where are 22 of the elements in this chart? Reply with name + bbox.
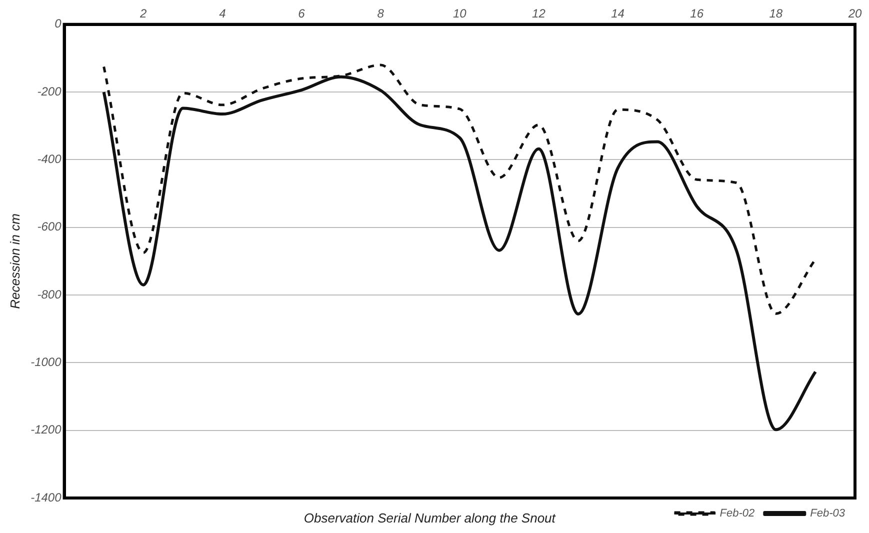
x-tick-label: 18 bbox=[769, 6, 783, 21]
x-tick-label: 10 bbox=[452, 6, 467, 21]
legend-label: Feb-03 bbox=[810, 508, 846, 520]
y-tick-label: -1200 bbox=[30, 422, 62, 437]
x-axis-title: Observation Serial Number along the Snout bbox=[304, 510, 557, 526]
x-tick-label: 20 bbox=[847, 6, 862, 21]
y-tick-label: -800 bbox=[37, 287, 62, 302]
x-tick-label: 8 bbox=[377, 6, 384, 21]
x-tick-label: 16 bbox=[690, 6, 704, 21]
x-tick-label: 2 bbox=[139, 6, 148, 21]
y-tick-label: 0 bbox=[54, 16, 62, 31]
x-tick-label: 12 bbox=[532, 6, 546, 21]
y-tick-label: -200 bbox=[37, 84, 62, 98]
y-tick-label: -600 bbox=[37, 220, 62, 234]
legend-label: Feb-02 bbox=[720, 508, 755, 520]
x-tick-label: 6 bbox=[298, 6, 306, 21]
y-tick-label: -400 bbox=[37, 152, 62, 166]
x-tick-label: 14 bbox=[611, 6, 625, 21]
x-tick-label: 4 bbox=[219, 6, 226, 21]
y-axis-title: Recession in cm bbox=[7, 213, 22, 309]
y-tick-label: -1000 bbox=[30, 355, 62, 370]
y-tick-label: -1400 bbox=[30, 490, 62, 504]
